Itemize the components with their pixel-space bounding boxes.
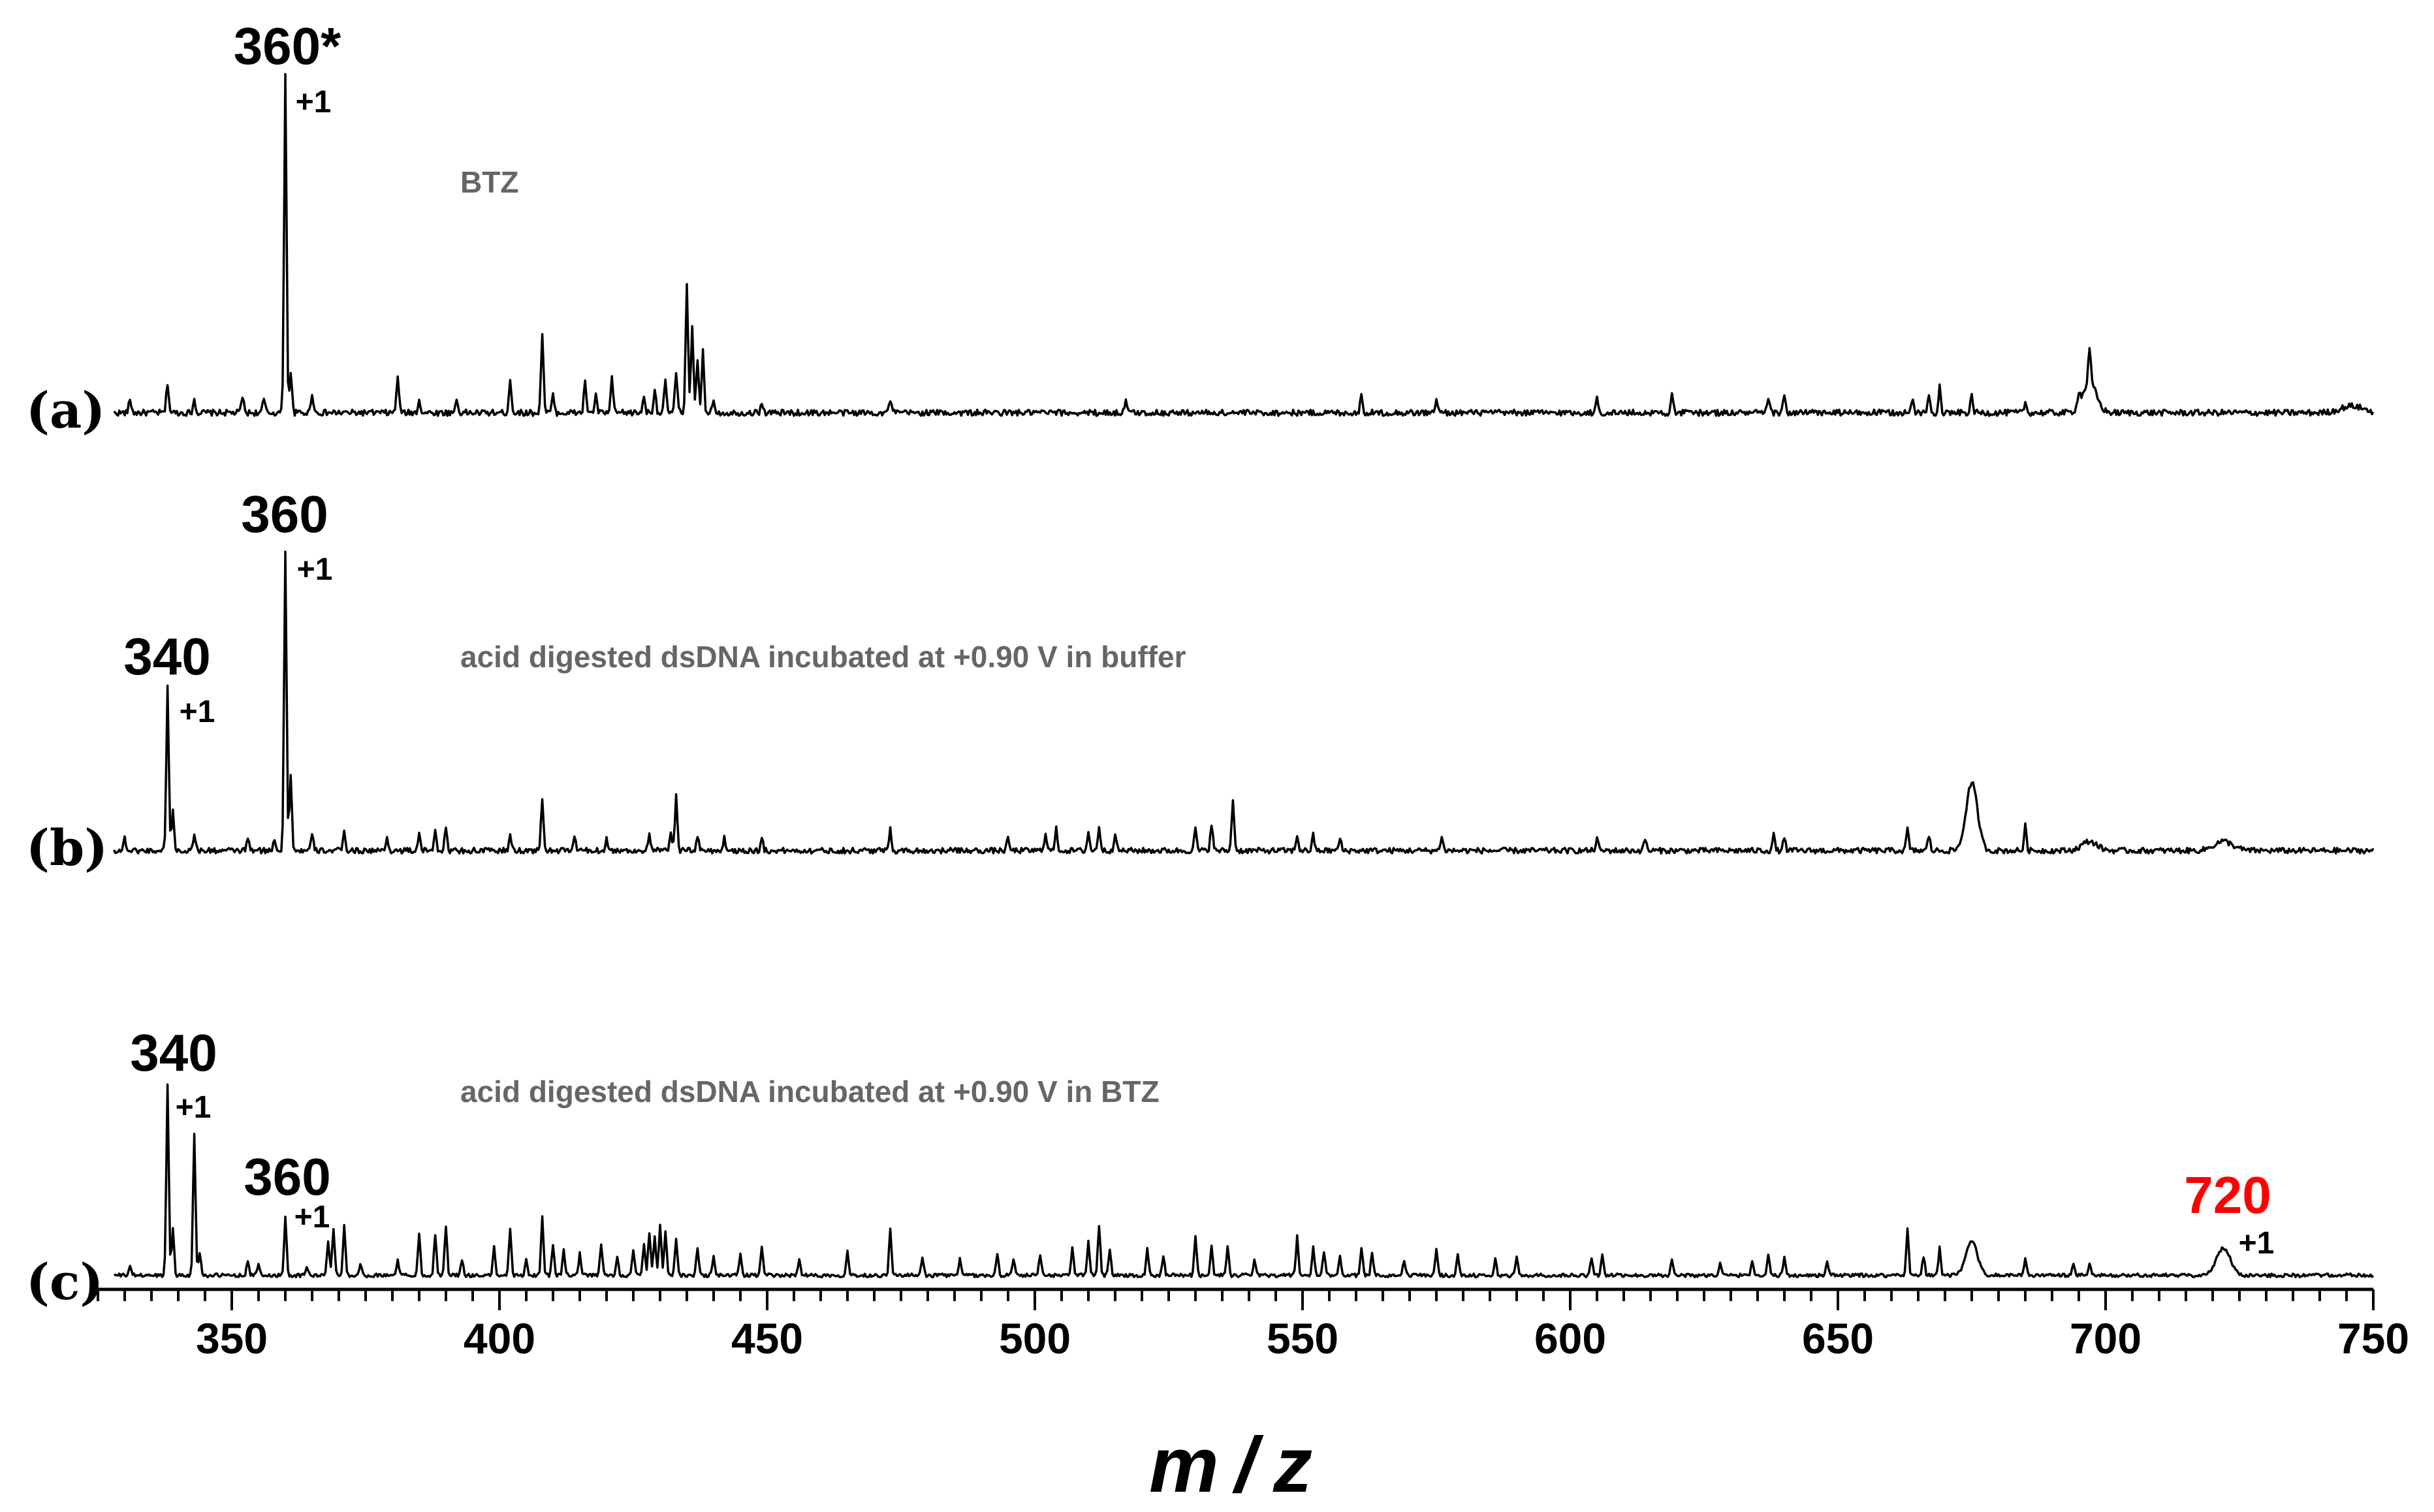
spectrum-trace [113, 72, 2375, 417]
x-tick-label: 400 [464, 1314, 535, 1362]
x-tick-label: 350 [196, 1314, 268, 1362]
spectrum-trace [113, 550, 2375, 855]
x-tick-label: 700 [2070, 1314, 2142, 1362]
spectrum-trace [114, 1083, 2375, 1278]
peak-label-340: 340 [123, 627, 210, 685]
charge-label: +1 [297, 552, 333, 587]
peak-label-360: 360 [241, 485, 328, 543]
peak-label-720: 720 [2184, 1166, 2271, 1224]
x-tick-label: 550 [1267, 1314, 1338, 1362]
panel-caption: acid digested dsDNA incubated at +0.90 V… [460, 640, 1186, 674]
x-tick-label: 750 [2337, 1314, 2409, 1362]
panel-a: (a) BTZ 360* +1 [26, 17, 2375, 439]
x-tick-label: 450 [731, 1314, 803, 1362]
panel-caption: BTZ [460, 165, 518, 199]
panel-c: (c) acid digested dsDNA incubated at +0.9… [26, 1024, 2375, 1311]
x-tick-label: 650 [1802, 1314, 1874, 1362]
x-tick-label: 600 [1534, 1314, 1606, 1362]
x-axis-title: m / z [1149, 1421, 1312, 1509]
x-tick-label: 500 [999, 1314, 1071, 1362]
peak-label-360: 360 [244, 1148, 330, 1206]
peak-label-360-star: 360* [234, 17, 341, 75]
charge-label: +1 [294, 1200, 330, 1235]
panel-b: (b) acid digested dsDNA incubated at +0.9… [26, 485, 2375, 877]
x-axis: 350 400 450 500 550 600 650 700 750 [97, 1287, 2409, 1362]
charge-label: +1 [176, 1090, 212, 1125]
spectra-panels: (a) BTZ 360* +1 (b) acid digested dsDNA incub… [26, 17, 2375, 1311]
panel-label: (c) [26, 1253, 103, 1311]
panel-caption: acid digested dsDNA incubated at +0.90 V… [460, 1075, 1160, 1109]
charge-label: +1 [180, 695, 215, 729]
peak-label-340: 340 [130, 1024, 217, 1082]
panel-label: (a) [26, 381, 105, 439]
charge-label: +1 [296, 85, 332, 119]
panel-label: (b) [26, 819, 108, 877]
charge-label: +1 [2239, 1226, 2275, 1261]
